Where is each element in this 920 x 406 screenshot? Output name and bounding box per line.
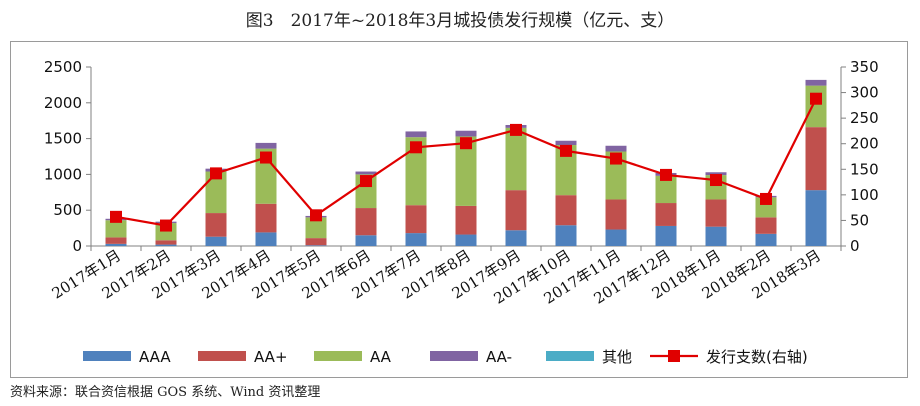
legend-swatch — [198, 351, 246, 361]
legend-swatch — [83, 351, 131, 361]
bar-aa-segment — [506, 190, 527, 230]
bar-aaa-segment — [656, 226, 677, 246]
bar-aa-segment — [456, 131, 477, 137]
bar-aa-segment — [356, 172, 377, 175]
bar-aa-segment — [556, 141, 577, 145]
right-tick-label: 150 — [850, 160, 879, 178]
source-note: 资料来源：联合资信根据 GOS 系统、Wind 资讯整理 — [10, 381, 320, 400]
count-marker — [710, 174, 722, 186]
count-marker — [560, 145, 572, 157]
count-marker — [210, 167, 222, 179]
bar-aa-segment — [606, 146, 627, 152]
bar-aaa-segment — [306, 245, 327, 246]
bar-aa-segment — [706, 199, 727, 226]
right-tick-label: 50 — [850, 211, 869, 229]
right-tick-label: 100 — [850, 186, 879, 204]
count-marker — [260, 152, 272, 164]
bar-aaa-segment — [456, 235, 477, 246]
bar-aa-segment — [156, 240, 177, 244]
bar-aa-segment — [406, 205, 427, 233]
right-tick-label: 250 — [850, 109, 879, 127]
bar-aaa-segment — [506, 230, 527, 246]
bar-aa-segment — [556, 195, 577, 225]
bar-aaa-segment — [256, 232, 277, 246]
bar-aa-segment — [806, 80, 827, 86]
legend-swatch — [314, 351, 362, 361]
legend-swatch — [546, 351, 594, 361]
bar-aa-segment — [256, 143, 277, 149]
count-marker — [810, 93, 822, 105]
legend-marker — [668, 350, 680, 362]
left-tick-label: 2500 — [44, 58, 82, 76]
count-marker — [110, 211, 122, 223]
count-marker — [410, 141, 422, 153]
bar-aa-segment — [606, 199, 627, 229]
legend-label: AA+ — [254, 348, 288, 366]
left-tick-label: 500 — [53, 201, 82, 219]
count-marker — [760, 193, 772, 205]
bar-aaa-segment — [156, 245, 177, 246]
bar-aaa-segment — [756, 234, 777, 246]
left-tick-label: 1000 — [44, 165, 82, 183]
legend-label: 发行支数(右轴) — [706, 348, 808, 366]
bar-aaa-segment — [206, 237, 227, 246]
count-marker — [310, 209, 322, 221]
legend-label: 其他 — [602, 348, 632, 366]
bar-aaa-segment — [106, 244, 127, 246]
bar-aa-segment — [106, 237, 127, 243]
bar-aa-segment — [806, 86, 827, 128]
bar-aa-segment — [256, 204, 277, 233]
bar-aa-segment — [306, 238, 327, 245]
legend-label: AA- — [486, 348, 512, 366]
bar-aaa-segment — [606, 230, 627, 246]
bar-aa-segment — [406, 131, 427, 137]
bar-aa-segment — [756, 217, 777, 233]
bar-aaa-segment — [356, 235, 377, 246]
count-marker — [660, 169, 672, 181]
right-tick-label: 0 — [850, 237, 860, 255]
legend-swatch — [430, 351, 478, 361]
bar-aaa-segment — [556, 225, 577, 246]
left-tick-label: 2000 — [44, 94, 82, 112]
bar-aaa-segment — [706, 227, 727, 246]
legend-label: AAA — [139, 348, 171, 366]
count-marker — [460, 137, 472, 149]
left-tick-label: 0 — [72, 237, 82, 255]
bar-aa-segment — [506, 128, 527, 190]
right-tick-label: 200 — [850, 135, 879, 153]
count-marker — [610, 153, 622, 165]
legend-label: AA — [370, 348, 392, 366]
right-tick-label: 300 — [850, 84, 879, 102]
right-tick-label: 350 — [850, 58, 879, 76]
bar-aa-segment — [806, 127, 827, 190]
bar-aa-segment — [206, 213, 227, 237]
count-marker — [510, 124, 522, 136]
left-tick-label: 1500 — [44, 130, 82, 148]
count-marker — [160, 220, 172, 232]
bar-aa-segment — [456, 206, 477, 235]
count-marker — [360, 175, 372, 187]
bar-aa-segment — [356, 208, 377, 235]
bar-aaa-segment — [806, 190, 827, 246]
bar-aaa-segment — [406, 233, 427, 246]
bar-aa-segment — [656, 203, 677, 226]
